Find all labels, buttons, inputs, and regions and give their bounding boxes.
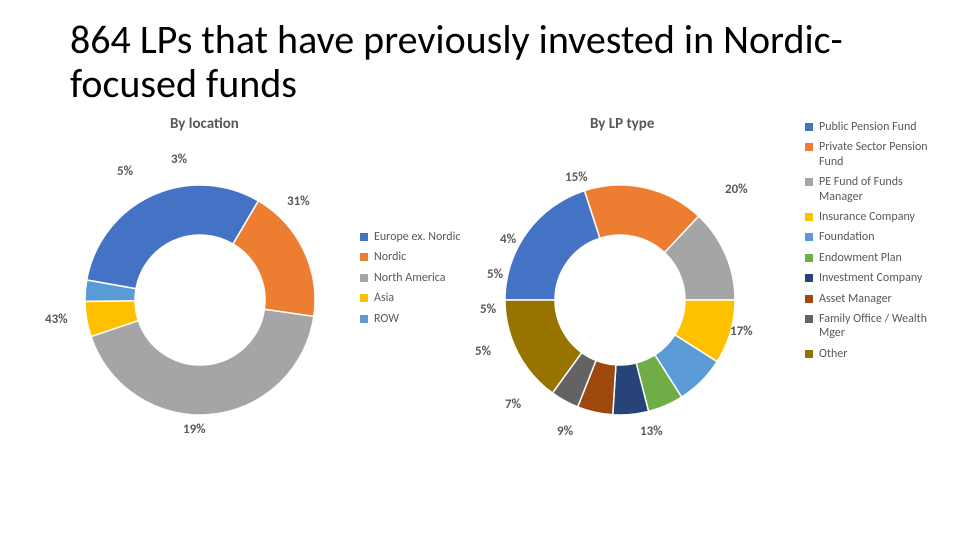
slice-label: 5% [487,267,503,282]
legend-swatch [805,295,813,303]
legend-text: Asset Manager [819,292,892,306]
legend-swatch [805,350,813,358]
legend-text: Foundation [819,230,875,244]
legend-swatch [805,274,813,282]
legend-swatch [805,123,813,131]
legend-item: Endowment Plan [805,251,929,265]
legend-text: Insurance Company [819,210,915,224]
legend-item: Investment Company [805,271,929,285]
legend-item: PE Fund of Funds Manager [805,175,929,204]
legend-swatch [805,254,813,262]
legend-swatch [805,233,813,241]
legend-text: Other [819,347,847,361]
legend-item: Private Sector Pension Fund [805,140,929,169]
slice-label: 7% [505,397,521,412]
legend-swatch [805,178,813,186]
legend-text: PE Fund of Funds Manager [819,175,929,204]
legend-item: Other [805,347,929,361]
chart2-legend: Public Pension Fund Private Sector Pensio… [805,120,929,367]
slice-label: 5% [480,302,496,317]
legend-text: Private Sector Pension Fund [819,140,929,169]
legend-text: Endowment Plan [819,251,902,265]
slide: 864 LPs that have previously invested in… [0,0,960,540]
legend-swatch [805,143,813,151]
legend-item: Foundation [805,230,929,244]
slice-label: 4% [500,232,516,247]
donut-slice [505,191,600,300]
slice-label: 5% [475,344,491,359]
legend-item: Family Office / Wealth Mger [805,312,929,341]
slice-label: 20% [725,182,748,197]
legend-swatch [805,315,813,323]
legend-item: Insurance Company [805,210,929,224]
slice-label: 17% [730,324,753,339]
legend-text: Public Pension Fund [819,120,917,134]
slice-label: 13% [640,424,663,439]
legend-text: Investment Company [819,271,922,285]
legend-item: Asset Manager [805,292,929,306]
legend-text: Family Office / Wealth Mger [819,312,929,341]
legend-swatch [805,213,813,221]
slice-label: 9% [557,424,573,439]
legend-item: Public Pension Fund [805,120,929,134]
slice-label: 15% [565,170,588,185]
